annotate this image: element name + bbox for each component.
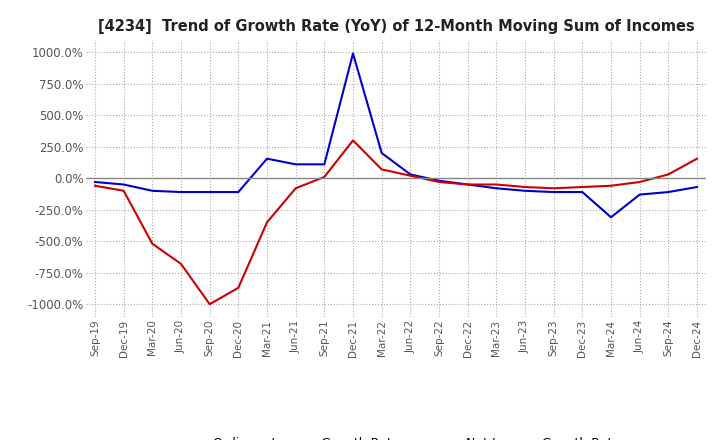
Net Income Growth Rate	[377, 167, 386, 172]
Net Income Growth Rate	[521, 184, 529, 190]
Ordinary Income Growth Rate	[263, 156, 271, 161]
Ordinary Income Growth Rate	[148, 188, 157, 194]
Ordinary Income Growth Rate	[120, 182, 128, 187]
Net Income Growth Rate	[120, 188, 128, 194]
Net Income Growth Rate	[406, 173, 415, 178]
Ordinary Income Growth Rate	[377, 150, 386, 156]
Net Income Growth Rate	[435, 180, 444, 185]
Ordinary Income Growth Rate	[91, 180, 99, 185]
Line: Net Income Growth Rate: Net Income Growth Rate	[95, 140, 697, 304]
Ordinary Income Growth Rate	[234, 189, 243, 194]
Net Income Growth Rate	[292, 186, 300, 191]
Ordinary Income Growth Rate	[406, 172, 415, 177]
Ordinary Income Growth Rate	[435, 178, 444, 183]
Net Income Growth Rate	[693, 156, 701, 161]
Ordinary Income Growth Rate	[292, 161, 300, 167]
Net Income Growth Rate	[234, 285, 243, 290]
Net Income Growth Rate	[176, 261, 185, 267]
Net Income Growth Rate	[492, 182, 500, 187]
Net Income Growth Rate	[464, 182, 472, 187]
Title: [4234]  Trend of Growth Rate (YoY) of 12-Month Moving Sum of Incomes: [4234] Trend of Growth Rate (YoY) of 12-…	[98, 19, 694, 34]
Ordinary Income Growth Rate	[664, 189, 672, 194]
Net Income Growth Rate	[635, 180, 644, 185]
Ordinary Income Growth Rate	[348, 51, 357, 56]
Net Income Growth Rate	[664, 172, 672, 177]
Ordinary Income Growth Rate	[176, 189, 185, 194]
Ordinary Income Growth Rate	[205, 189, 214, 194]
Net Income Growth Rate	[148, 241, 157, 246]
Net Income Growth Rate	[205, 301, 214, 307]
Ordinary Income Growth Rate	[521, 188, 529, 194]
Ordinary Income Growth Rate	[578, 189, 587, 194]
Net Income Growth Rate	[549, 186, 558, 191]
Net Income Growth Rate	[91, 183, 99, 188]
Ordinary Income Growth Rate	[549, 189, 558, 194]
Line: Ordinary Income Growth Rate: Ordinary Income Growth Rate	[95, 53, 697, 217]
Ordinary Income Growth Rate	[607, 215, 616, 220]
Ordinary Income Growth Rate	[635, 192, 644, 197]
Net Income Growth Rate	[607, 183, 616, 188]
Net Income Growth Rate	[348, 138, 357, 143]
Ordinary Income Growth Rate	[464, 182, 472, 187]
Net Income Growth Rate	[320, 174, 328, 180]
Ordinary Income Growth Rate	[693, 184, 701, 190]
Ordinary Income Growth Rate	[320, 161, 328, 167]
Net Income Growth Rate	[263, 220, 271, 225]
Ordinary Income Growth Rate	[492, 186, 500, 191]
Net Income Growth Rate	[578, 184, 587, 190]
Legend: Ordinary Income Growth Rate, Net Income Growth Rate: Ordinary Income Growth Rate, Net Income …	[167, 432, 625, 440]
